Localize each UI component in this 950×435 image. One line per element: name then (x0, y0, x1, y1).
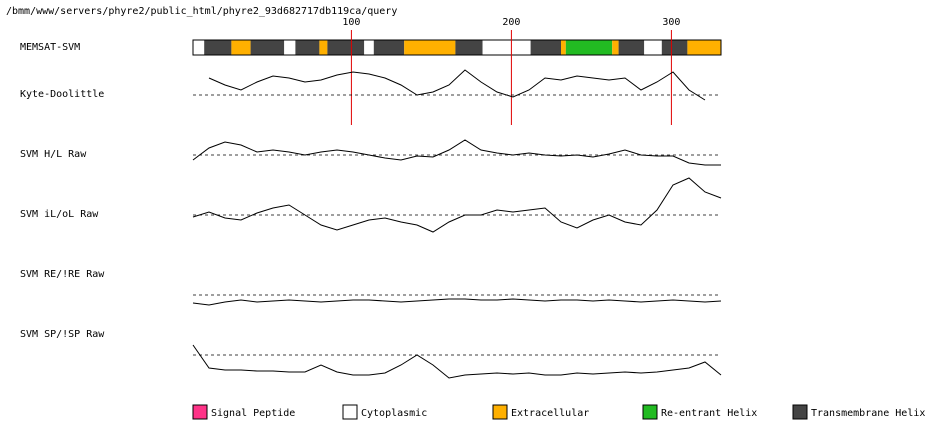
legend-label: Signal Peptide (211, 408, 295, 419)
topology-segment (661, 40, 688, 55)
topology-segment (687, 40, 721, 55)
topology-segment (561, 40, 566, 55)
legend-label: Re-entrant Helix (661, 408, 757, 419)
legend-label: Transmembrane Helix (811, 408, 925, 419)
trace (192, 344, 722, 379)
topology-segment (295, 40, 320, 55)
legend-swatch (192, 404, 208, 420)
topology-segment (364, 40, 374, 55)
x-tick-label: 100 (342, 17, 360, 28)
topology-frame (192, 39, 722, 56)
topology-segment (530, 40, 561, 55)
topology-segment (250, 40, 285, 55)
track-label: SVM RE/!RE Raw (20, 269, 105, 280)
chart-title: /bmm/www/servers/phyre2/public_html/phyr… (6, 6, 397, 17)
topology-segment (644, 40, 662, 55)
topology-segment (373, 40, 405, 55)
x-tick-label: 300 (662, 17, 680, 28)
legend-label: Cytoplasmic (361, 408, 427, 419)
topology-segment (319, 40, 328, 55)
x-tick-label: 200 (502, 17, 520, 28)
topology-segment (618, 40, 645, 55)
track-label: Kyte-Doolittle (20, 89, 104, 100)
track-label: SVM iL/oL Raw (20, 209, 99, 220)
track-label: SVM SP/!SP Raw (20, 329, 105, 340)
topology-segment (327, 40, 365, 55)
topology-segment (204, 40, 232, 55)
trace (192, 139, 721, 166)
trace (208, 69, 706, 101)
legend-swatch (792, 404, 808, 420)
topology-segment (404, 40, 456, 55)
topology-segment (455, 40, 483, 55)
topology-segment (284, 40, 296, 55)
trace (192, 177, 722, 233)
legend-swatch (642, 404, 658, 420)
track-label: MEMSAT-SVM (20, 42, 80, 53)
topology-segment (612, 40, 619, 55)
track-label: SVM H/L Raw (20, 149, 87, 160)
legend-swatch (492, 404, 508, 420)
legend-label: Extracellular (511, 408, 589, 419)
topology-segment (482, 40, 531, 55)
topology-segment (231, 40, 251, 55)
topology-segment (193, 40, 205, 55)
topology-segment (565, 40, 613, 55)
legend-swatch (342, 404, 358, 420)
trace (192, 298, 722, 306)
